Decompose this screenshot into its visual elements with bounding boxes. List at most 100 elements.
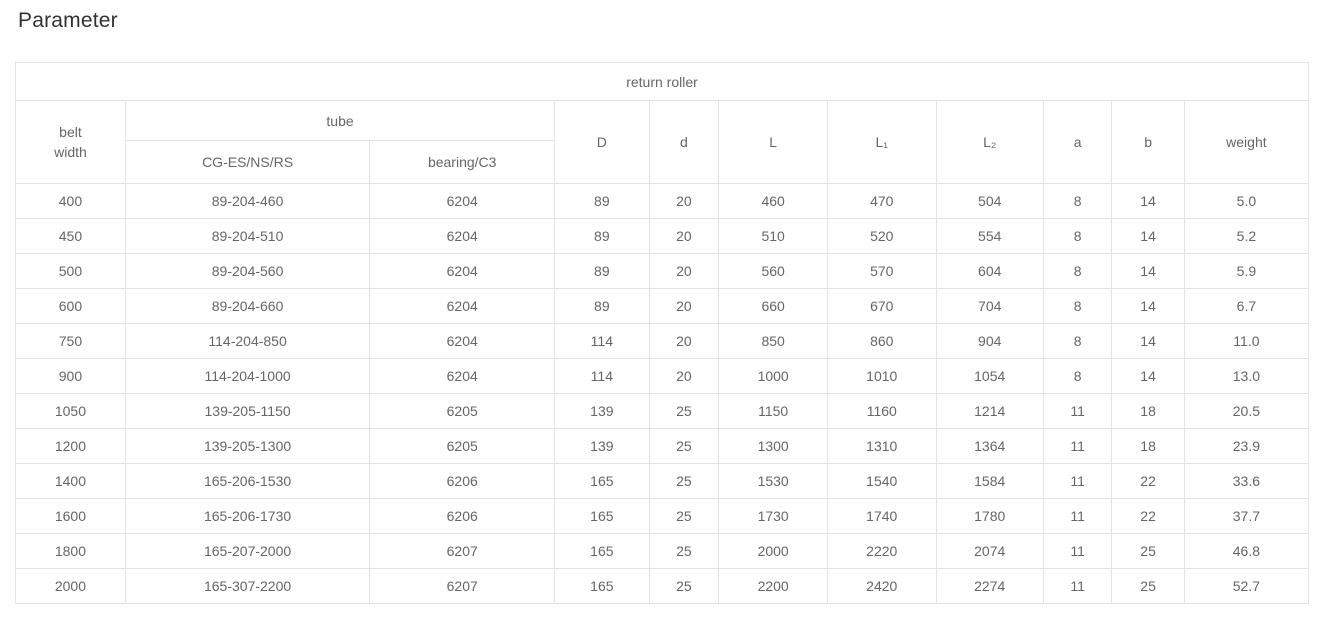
group-header-row: return roller — [15, 62, 1309, 101]
table-cell: 904 — [935, 323, 1044, 359]
table-cell: 1160 — [826, 393, 937, 429]
table-cell: 11 — [1042, 393, 1113, 429]
table-cell: 114-204-850 — [124, 323, 371, 359]
table-cell: 165-206-1730 — [124, 498, 371, 534]
table-row: 500 89-204-560 6204 89 20 560 570 604 8 14 5.9 — [15, 253, 1310, 289]
col-header-tube: tube — [124, 100, 556, 141]
table-cell: 1584 — [935, 463, 1044, 499]
header-row-sub: CG-ES/NS/RS bearing/C3 — [16, 140, 1309, 184]
table-row: 400 89-204-460 6204 89 20 460 470 504 8 14 5.0 — [15, 183, 1310, 219]
table-cell: 554 — [935, 218, 1044, 254]
table-cell: 1740 — [826, 498, 937, 534]
table-cell: 1214 — [935, 393, 1044, 429]
table-cell: 2420 — [826, 568, 937, 604]
table-cell: 6204 — [369, 323, 556, 359]
table-cell: 1780 — [935, 498, 1044, 534]
table-row: 750 114-204-850 6204 114 20 850 860 904 8 14 11.0 — [15, 323, 1310, 359]
table-cell: 6205 — [369, 393, 556, 429]
table-cell: 89-204-460 — [124, 183, 371, 219]
col-header-L2: L₂ — [935, 100, 1044, 184]
col-header-L1: L₁ — [826, 100, 937, 184]
table-cell: 510 — [718, 218, 828, 254]
table-cell: 2200 — [718, 568, 828, 604]
table-cell: 704 — [935, 288, 1044, 324]
table-cell: 860 — [826, 323, 937, 359]
table-cell: 6206 — [369, 498, 556, 534]
table-cell: 6207 — [369, 533, 556, 569]
table-row: 1600 165-206-1730 6206 165 25 1730 1740 1780 11 2… — [15, 498, 1310, 534]
table-body: 400 89-204-460 6204 89 20 460 470 504 8 14 5.0 450 8… — [15, 183, 1310, 604]
table-cell: 1600 — [15, 498, 126, 534]
table-cell: 6206 — [369, 463, 556, 499]
table-cell: 6204 — [369, 253, 556, 289]
table-cell: 14 — [1111, 218, 1185, 254]
table-cell: 1400 — [15, 463, 126, 499]
table-cell: 139-205-1300 — [124, 428, 371, 464]
table-cell: 2274 — [935, 568, 1044, 604]
parameter-table: return roller belt width tube D d L L₁ L… — [15, 62, 1310, 604]
table-cell: 5.0 — [1183, 183, 1310, 219]
table-cell: 165 — [554, 568, 650, 604]
table-cell: 20 — [648, 323, 720, 359]
table-cell: 2220 — [826, 533, 937, 569]
table-cell: 89 — [554, 183, 650, 219]
header-row-top: belt width tube D d L L₁ L₂ a b weight — [15, 100, 1310, 184]
col-header-belt-width: belt width — [15, 100, 126, 184]
table-cell: 500 — [15, 253, 126, 289]
table-cell: 1000 — [718, 358, 828, 394]
col-header-a: a — [1042, 100, 1113, 184]
table-cell: 6204 — [369, 358, 556, 394]
table-row: 450 89-204-510 6204 89 20 510 520 554 8 14 5.2 — [15, 218, 1310, 254]
table-cell: 470 — [826, 183, 937, 219]
table-cell: 1730 — [718, 498, 828, 534]
table-cell: 450 — [15, 218, 126, 254]
table-cell: 25 — [1111, 533, 1185, 569]
table-cell: 1530 — [718, 463, 828, 499]
table-cell: 8 — [1042, 183, 1113, 219]
table-cell: 89 — [554, 253, 650, 289]
table-cell: 8 — [1042, 253, 1113, 289]
table-cell: 504 — [935, 183, 1044, 219]
table-cell: 6205 — [369, 428, 556, 464]
table-cell: 23.9 — [1183, 428, 1310, 464]
table-cell: 14 — [1111, 323, 1185, 359]
table-cell: 139 — [554, 428, 650, 464]
table-cell: 20 — [648, 288, 720, 324]
table-cell: 2000 — [718, 533, 828, 569]
table-header: return roller belt width tube D d L L₁ L… — [15, 62, 1310, 184]
col-header-weight: weight — [1183, 100, 1310, 184]
table-cell: 25 — [648, 393, 720, 429]
table-cell: 850 — [718, 323, 828, 359]
table-cell: 89-204-560 — [124, 253, 371, 289]
table-row: 1800 165-207-2000 6207 165 25 2000 2220 2074 11 2… — [15, 533, 1310, 569]
table-cell: 25 — [648, 568, 720, 604]
table-cell: 114 — [554, 358, 650, 394]
table-row: 2000 165-307-2200 6207 165 25 2200 2420 2274 11 2… — [15, 568, 1310, 604]
table-cell: 8 — [1042, 323, 1113, 359]
table-cell: 25 — [648, 428, 720, 464]
table-cell: 6204 — [369, 288, 556, 324]
table-cell: 165 — [554, 463, 650, 499]
table-cell: 11 — [1042, 533, 1113, 569]
table-cell: 400 — [15, 183, 126, 219]
table-cell: 165-307-2200 — [124, 568, 371, 604]
table-cell: 11 — [1042, 498, 1113, 534]
table-cell: 750 — [15, 323, 126, 359]
table-cell: 37.7 — [1183, 498, 1310, 534]
table-cell: 14 — [1111, 253, 1185, 289]
table-cell: 1300 — [718, 428, 828, 464]
table-cell: 25 — [1111, 568, 1185, 604]
table-cell: 6204 — [369, 183, 556, 219]
table-cell: 14 — [1111, 358, 1185, 394]
table-cell: 11 — [1042, 428, 1113, 464]
table-cell: 11 — [1042, 463, 1113, 499]
table-cell: 25 — [648, 533, 720, 569]
table-cell: 139-205-1150 — [124, 393, 371, 429]
table-cell: 22 — [1111, 498, 1185, 534]
table-cell: 1310 — [826, 428, 937, 464]
table-cell: 570 — [826, 253, 937, 289]
table-cell: 8 — [1042, 218, 1113, 254]
table-cell: 13.0 — [1183, 358, 1310, 394]
table-cell: 14 — [1111, 288, 1185, 324]
